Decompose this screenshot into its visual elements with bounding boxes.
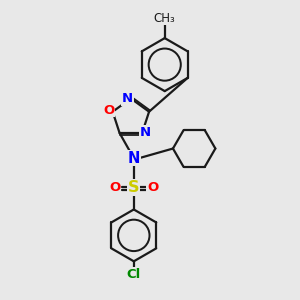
- Text: Cl: Cl: [127, 268, 141, 281]
- Text: S: S: [128, 180, 140, 195]
- Text: O: O: [109, 181, 121, 194]
- Text: CH₃: CH₃: [154, 12, 176, 25]
- Text: O: O: [147, 181, 158, 194]
- Text: N: N: [122, 92, 133, 105]
- Text: O: O: [103, 104, 115, 117]
- Text: N: N: [140, 126, 151, 139]
- Text: N: N: [128, 151, 140, 166]
